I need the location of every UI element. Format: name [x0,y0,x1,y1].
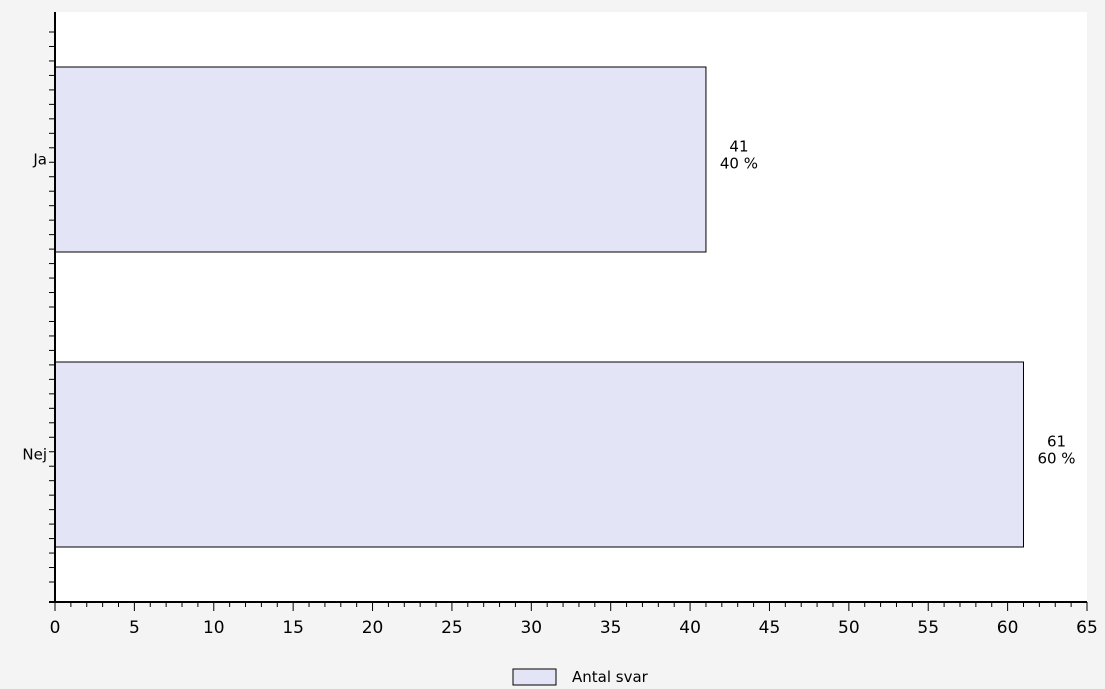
x-tick-label: 55 [917,618,939,638]
category-label-ja: Ja [32,151,47,169]
x-tick-label: 5 [129,618,140,638]
x-tick-label: 35 [600,618,622,638]
data-label-percent: 40 % [720,155,758,173]
x-tick-label: 25 [441,618,463,638]
bar-nej[interactable] [54,361,1024,548]
x-tick-label: 40 [679,618,701,638]
x-tick-label: 65 [1076,618,1098,638]
legend-label: Antal svar [572,668,649,686]
x-tick-label: 30 [520,618,542,638]
x-tick-label: 10 [203,618,225,638]
x-tick-label: 45 [759,618,781,638]
legend-swatch [512,668,557,686]
data-label-percent: 60 % [1037,450,1075,468]
x-tick-label: 15 [282,618,304,638]
bar-ja[interactable] [54,66,707,253]
x-tick-label: 0 [50,618,61,638]
category-label-nej: Nej [22,446,47,464]
x-tick-label: 60 [997,618,1019,638]
x-tick-label: 20 [362,618,384,638]
x-tick-label: 50 [838,618,860,638]
data-label-value: 41 [729,138,748,156]
data-label-value: 61 [1047,433,1066,451]
